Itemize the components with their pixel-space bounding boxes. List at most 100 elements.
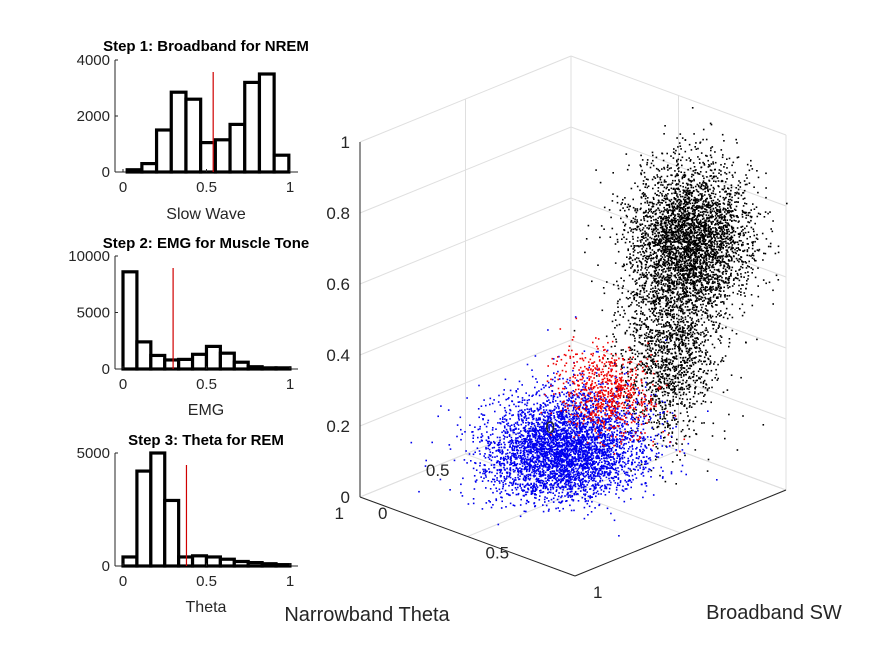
scatter-point	[701, 275, 704, 278]
scatter-point	[720, 286, 722, 289]
scatter-point	[688, 143, 691, 146]
scatter-point	[690, 223, 692, 225]
scatter-point	[679, 263, 682, 266]
scatter-point	[685, 229, 687, 231]
scatter-point	[613, 314, 615, 316]
scatter-point	[631, 301, 633, 304]
scatter-point	[740, 276, 743, 278]
scatter-point	[699, 141, 702, 144]
scatter-point	[688, 406, 691, 408]
scatter-point	[656, 395, 658, 397]
scatter-point	[657, 243, 660, 246]
scatter-point	[737, 188, 740, 191]
scatter-point	[650, 469, 653, 472]
scatter-point	[753, 258, 755, 260]
scatter-point	[684, 278, 686, 281]
scatter-point	[695, 267, 698, 269]
scatter-point	[629, 347, 632, 350]
scatter-point	[720, 222, 723, 224]
scatter-point	[703, 260, 706, 262]
scatter-point	[669, 334, 671, 337]
scatter-point	[646, 261, 648, 264]
scatter-point	[701, 296, 704, 299]
scatter-point	[632, 271, 635, 273]
scatter-point	[673, 332, 676, 335]
scatter-point	[673, 148, 675, 150]
scatter-point	[701, 351, 703, 353]
scatter-point	[696, 275, 698, 278]
scatter-point	[658, 242, 660, 244]
scatter-point	[696, 237, 698, 239]
scatter-point	[699, 272, 702, 274]
scatter-point	[672, 248, 674, 250]
scatter-point	[677, 403, 679, 405]
scatter-point	[679, 253, 682, 255]
scatter-point	[709, 335, 712, 337]
scatter-point	[666, 216, 668, 219]
scatter-point	[655, 410, 657, 412]
scatter-point	[663, 241, 665, 244]
scatter-point	[694, 146, 696, 148]
scatter-point	[709, 278, 711, 281]
scatter-point	[674, 170, 676, 172]
histogram-bar	[121, 270, 139, 371]
scatter-point	[667, 259, 670, 262]
scatter-point	[713, 363, 715, 365]
scatter-point	[729, 201, 731, 204]
scatter-point	[716, 177, 719, 179]
scatter-point	[657, 413, 659, 416]
scatter-point	[707, 297, 709, 300]
scatter-point	[719, 257, 721, 259]
scatter-point	[668, 241, 671, 243]
scatter-point	[645, 250, 648, 253]
scatter-point	[648, 336, 650, 338]
scatter-point	[694, 262, 696, 265]
scatter-point	[630, 394, 632, 396]
scatter-point	[695, 225, 697, 227]
scatter-point	[719, 322, 721, 325]
scatter-point	[682, 319, 685, 322]
scatter-point	[724, 211, 726, 213]
scatter-point	[702, 243, 704, 245]
scatter-point	[712, 263, 714, 266]
scatter-point	[707, 275, 710, 277]
scatter-point	[704, 288, 706, 291]
scatter-point	[688, 325, 691, 327]
scatter-point	[691, 335, 694, 338]
scatter-point	[668, 289, 671, 292]
scatter-point	[705, 305, 707, 307]
scatter-point	[649, 355, 651, 358]
scatter-point	[692, 284, 695, 286]
scatter-point	[714, 234, 717, 236]
scatter-point	[685, 193, 688, 196]
scatter-point	[691, 282, 693, 285]
scatter-point	[683, 171, 686, 174]
scatter-point	[670, 272, 673, 274]
scatter-point	[724, 255, 727, 258]
scatter-point	[642, 227, 645, 229]
scatter-point	[705, 233, 707, 236]
scatter-point	[680, 318, 682, 321]
scatter-point	[658, 201, 660, 204]
scatter-point	[711, 343, 714, 346]
scatter-point	[708, 179, 710, 182]
scatter-point	[697, 226, 699, 228]
scatter-point	[659, 313, 662, 316]
scatter-point	[693, 266, 696, 268]
scatter-point	[725, 226, 727, 228]
scatter-point	[651, 297, 653, 300]
scatter-point	[679, 305, 682, 307]
scatter-point	[689, 385, 692, 388]
scatter-point	[736, 241, 739, 243]
scatter-point	[635, 292, 638, 294]
histogram-bar	[121, 555, 139, 568]
scatter-point	[700, 187, 703, 190]
scatter-point	[700, 183, 703, 186]
scatter-point	[724, 296, 726, 298]
scatter-point	[672, 303, 675, 306]
scatter-point	[715, 217, 718, 219]
histogram-bar	[204, 344, 222, 371]
scatter-point	[677, 278, 679, 281]
scatter-point	[748, 182, 751, 184]
scatter-point	[722, 241, 724, 243]
